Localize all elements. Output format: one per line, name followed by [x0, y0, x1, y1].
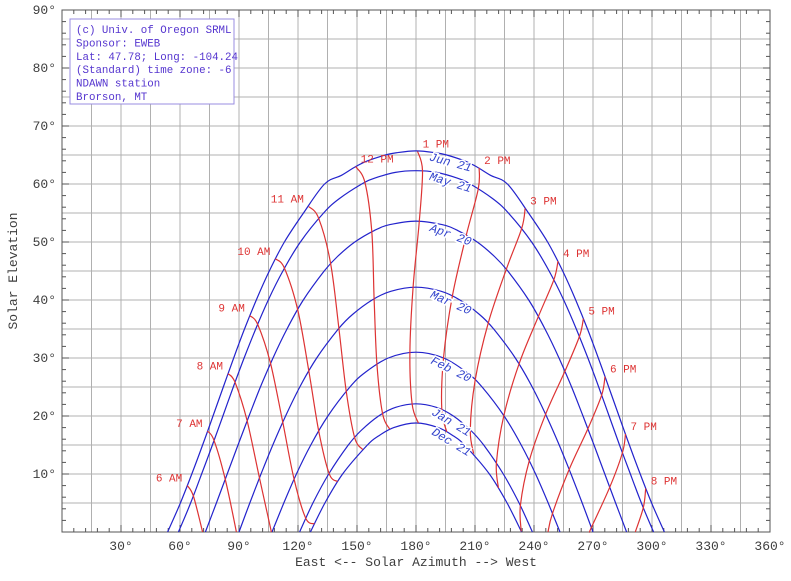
- legend-line: Sponsor: EWEB: [76, 38, 161, 50]
- sun-path-curve-jun-21: [167, 150, 665, 533]
- sun-path-curve-jan-21: [299, 403, 533, 533]
- hour-label-6-am: 6 AM: [156, 474, 182, 486]
- y-tick-label: 90°: [33, 3, 56, 18]
- x-tick-label: 300°: [636, 539, 667, 554]
- y-tick-label: 40°: [33, 293, 56, 308]
- hour-label-12-pm: 12 PM: [361, 155, 394, 167]
- date-curve-label-mar-20: Mar 20: [428, 288, 473, 318]
- hour-label-7-am: 7 AM: [176, 419, 202, 431]
- x-tick-label: 330°: [695, 539, 726, 554]
- y-tick-label: 60°: [33, 177, 56, 192]
- x-tick-label: 270°: [577, 539, 608, 554]
- hour-line-5-pm: [519, 318, 584, 532]
- sun-path-curve-mar-20: [238, 286, 594, 533]
- x-tick-label: 150°: [341, 539, 372, 554]
- hour-line-11-am: [308, 206, 364, 450]
- x-tick-label: 210°: [459, 539, 490, 554]
- sun-path-curve-may-21: [177, 170, 655, 533]
- hour-line-10-am: [274, 258, 338, 483]
- x-tick-label: 120°: [282, 539, 313, 554]
- hour-lines: [186, 151, 647, 533]
- legend-line: NDAWN station: [76, 79, 160, 91]
- x-tick-label: 240°: [518, 539, 549, 554]
- hour-label-8-am: 8 AM: [197, 362, 223, 374]
- hour-label-6-pm: 6 PM: [610, 365, 636, 377]
- y-tick-label: 10°: [33, 467, 56, 482]
- hour-label-8-pm: 8 PM: [651, 477, 677, 489]
- sun-path-curves: [167, 150, 665, 533]
- sun-path-curve-feb-20: [271, 351, 561, 533]
- legend-line: Lat: 47.78; Long: -104.24: [76, 52, 238, 64]
- date-curve-label-feb-20: Feb 20: [428, 354, 473, 386]
- axis-ticks: [62, 10, 770, 532]
- hour-label-9-am: 9 AM: [218, 304, 244, 316]
- hour-line-6-am: [186, 485, 204, 533]
- hour-line-2-pm: [440, 167, 481, 432]
- hour-labels: 6 AM 7 AM 8 AM 9 AM 10 AM 11 AM 12 PM 1 PM 2 PM 3…: [156, 140, 677, 489]
- x-tick-label: 360°: [754, 539, 785, 554]
- y-axis-title: Solar Elevation: [6, 212, 21, 329]
- x-tick-label: 180°: [400, 539, 431, 554]
- x-tick-label: 30°: [109, 539, 132, 554]
- hour-line-7-pm: [588, 433, 627, 533]
- y-axis-tick-labels: 10° 20° 30° 40° 50° 60° 70° 80° 90°: [33, 3, 56, 482]
- y-tick-label: 50°: [33, 235, 56, 250]
- hour-line-4-pm: [495, 260, 559, 488]
- x-tick-label: 60°: [168, 539, 191, 554]
- y-tick-label: 30°: [33, 351, 56, 366]
- hour-line-3-pm: [469, 208, 526, 454]
- hour-label-10-am: 10 AM: [237, 247, 270, 259]
- hour-line-1-pm: [409, 151, 424, 424]
- x-tick-label: 90°: [227, 539, 250, 554]
- y-tick-label: 20°: [33, 409, 56, 424]
- plot-frame: [61, 9, 771, 533]
- hour-line-8-am: [227, 373, 272, 533]
- x-axis-tick-labels: 30° 60° 90° 120° 150° 180° 210° 240° 270° 300° 330…: [109, 539, 785, 554]
- hour-line-8-pm: [634, 488, 647, 533]
- legend-box-border: [69, 18, 235, 105]
- hour-label-11-am: 11 AM: [271, 195, 304, 207]
- hour-line-7-am: [207, 430, 237, 533]
- y-tick-label: 70°: [33, 119, 56, 134]
- date-curve-label-apr-20: Apr 20: [427, 221, 473, 249]
- grid: [62, 10, 770, 532]
- legend-line: Brorson, MT: [76, 92, 148, 104]
- hour-label-1-pm: 1 PM: [423, 140, 449, 152]
- x-axis-title: East <-- Solar Azimuth --> West: [295, 555, 537, 570]
- hour-line-9-am: [249, 315, 315, 525]
- hour-line-12-pm: [355, 166, 391, 430]
- hour-line-6-pm: [547, 376, 606, 533]
- hour-label-7-pm: 7 PM: [630, 422, 656, 434]
- y-tick-label: 80°: [33, 61, 56, 76]
- legend-line: (Standard) time zone: -6: [76, 65, 232, 77]
- hour-label-2-pm: 2 PM: [484, 156, 510, 168]
- hour-label-4-pm: 4 PM: [563, 249, 589, 261]
- hour-label-3-pm: 3 PM: [530, 196, 556, 208]
- hour-label-5-pm: 5 PM: [588, 307, 614, 319]
- legend-line: (c) Univ. of Oregon SRML: [76, 25, 232, 37]
- sun-path-curve-apr-20: [204, 220, 628, 533]
- sun-path-curve-dec-21: [309, 422, 523, 533]
